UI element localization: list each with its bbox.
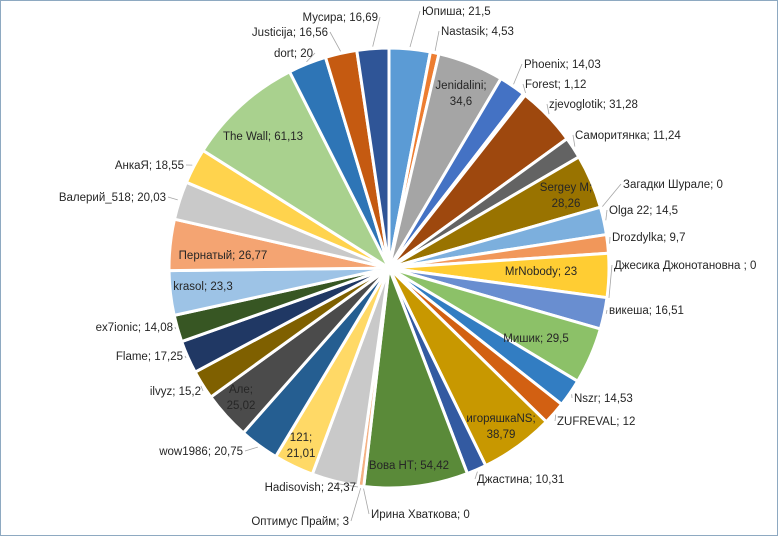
slice-label: ilvyz; 15,2	[150, 386, 201, 398]
slice-label: wow1986; 20,75	[158, 446, 243, 458]
leader-line	[244, 446, 258, 452]
leader-line	[605, 209, 608, 221]
leader-line	[602, 183, 622, 207]
slice-label: викеша; 16,51	[609, 305, 684, 317]
slice-label: Джастина; 10,31	[477, 474, 564, 486]
slice-label: Forest; 1,12	[525, 79, 586, 91]
slice-label: ZUFREVAL; 12	[557, 416, 635, 428]
slice-label: Hadisovish; 24,37	[265, 482, 356, 494]
slice-label: Phoenix; 14,03	[524, 59, 601, 71]
leader-line	[306, 52, 316, 63]
slice-label: MrNobody; 23	[505, 266, 577, 278]
leader-line	[334, 482, 359, 488]
slice-label: Загадки Шурале; 0	[623, 179, 723, 191]
slice-label: Саморитянка; 11,24	[575, 130, 681, 142]
slice-label: Sergey M; 28,26	[540, 182, 592, 210]
leader-line	[329, 31, 341, 52]
leader-line	[608, 264, 613, 299]
pie-slice-20	[362, 267, 470, 490]
slice-label: игоряшкаNS; 38,79	[466, 413, 535, 441]
leader-line	[554, 414, 557, 422]
leader-line	[522, 83, 526, 94]
slice-label: Пернатый; 26,77	[179, 250, 268, 262]
slice-label: Вова НТ; 54,42	[369, 460, 449, 472]
leader-line	[372, 16, 381, 47]
leader-line	[350, 488, 362, 522]
slice-label: Мишик; 29,5	[503, 333, 568, 345]
leader-line	[434, 30, 440, 51]
slice-label: Nastasik; 4,53	[441, 26, 514, 38]
leader-line	[546, 103, 550, 115]
leader-line	[184, 355, 187, 359]
slice-label: Мусира; 16,69	[303, 12, 378, 24]
leader-line	[605, 309, 608, 314]
slice-label: Flame; 17,25	[116, 351, 183, 363]
slice-label: dort; 20	[274, 48, 313, 60]
leader-line	[363, 488, 370, 515]
slice-label: Юпиша; 21,5	[422, 6, 491, 18]
slice-label: Джесика Джонотановна ; 0	[614, 260, 756, 272]
slice-label: Drozdylka; 9,7	[612, 232, 686, 244]
slice-label: Але; 25,02	[227, 384, 256, 412]
slice-label: ex7ionic; 14,08	[96, 322, 173, 334]
slice-label: The Wall; 61,13	[223, 131, 303, 143]
slice-label: zjevoglotik; 31,28	[549, 99, 638, 111]
pie-slice-34	[200, 69, 393, 273]
slice-label: Nszr; 14,53	[574, 393, 633, 405]
slice-label: Justicija; 16,56	[252, 27, 328, 39]
slice-label: krasol; 23,3	[173, 281, 232, 293]
slice-label: Olga 22; 14,5	[609, 205, 678, 217]
slice-label: Оптимус Прайм; 3	[251, 516, 349, 528]
leader-line	[474, 471, 478, 480]
slice-label: Валерий_518; 20,03	[59, 192, 166, 204]
pie-slice-37	[355, 46, 391, 269]
slice-label: АнкаЯ; 18,55	[115, 160, 184, 172]
leader-line	[167, 196, 178, 201]
leader-line	[513, 63, 523, 85]
leader-line	[174, 326, 176, 330]
leader-line	[409, 10, 421, 48]
leader-line	[572, 134, 576, 147]
slice-label: 121; 21,01	[287, 432, 316, 460]
slice-label: Jenidalini; 34,6	[435, 80, 486, 108]
leader-line	[200, 385, 204, 392]
slice-label: Ирина Хваткова; 0	[371, 509, 470, 521]
